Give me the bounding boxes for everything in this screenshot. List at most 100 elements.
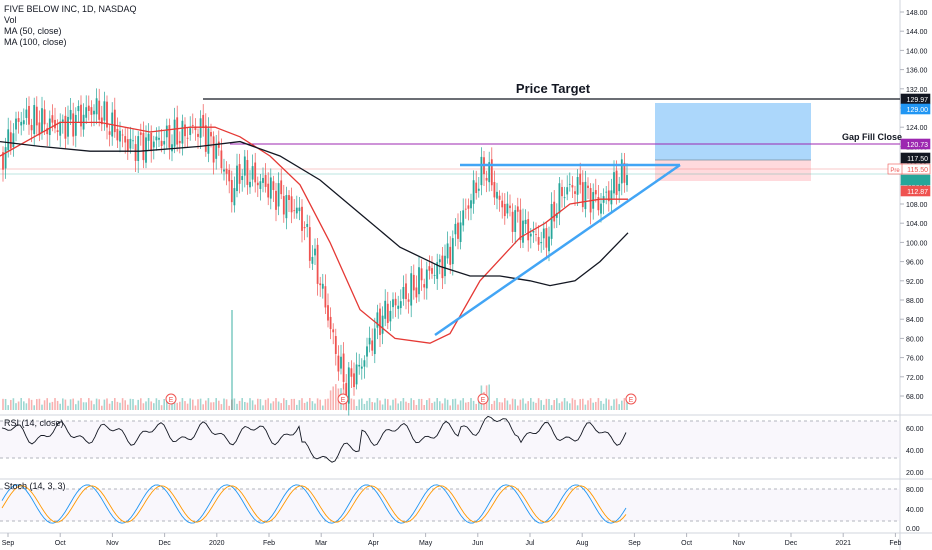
time-tick-label: Dec [158,540,171,547]
stoch-d-line[interactable] [1,485,627,523]
rsi-legend[interactable]: RSI (14, close) [4,418,64,428]
volume-bars [2,310,628,410]
candle-body [626,175,628,186]
volume-bar [17,401,20,410]
candle-body [321,283,324,289]
stoch-k-line[interactable] [1,484,627,524]
candle-body [225,168,228,174]
candle-body [249,181,251,188]
candle-body [20,121,23,126]
candle-body [223,169,225,172]
volume-bar [553,399,555,410]
volume-bar [363,403,366,410]
price-tag-label: 117.50 [907,156,928,163]
candle-body [129,138,132,149]
rsi-pane[interactable] [0,418,900,476]
price-pane[interactable] [0,0,900,412]
volume-bar [498,402,501,410]
volume-bar [436,398,438,410]
price-tag [900,174,931,186]
candle-body [597,196,600,211]
volume-bar [376,398,379,410]
candle-body [314,248,316,256]
candle-body [542,228,545,239]
candle-body [134,144,137,161]
earnings-marker[interactable]: E [165,393,177,405]
volume-bar [15,403,17,410]
rsi-tick-label: 40.00 [906,448,924,455]
volume-bar [270,403,272,410]
candle-body [51,115,54,123]
volume-bar [288,405,290,410]
volume-bar [298,400,301,410]
volume-bar [103,399,106,410]
candle-body [204,125,207,152]
ma100-legend[interactable]: MA (100, close) [4,37,67,47]
candle-body [475,182,478,194]
volume-bar [275,398,277,410]
candle-body [173,119,176,147]
candle-body [438,259,441,263]
triangle-support-line[interactable] [434,163,681,337]
stop-loss-zone[interactable] [655,160,811,181]
candle-body [113,109,116,133]
volume-bar [444,398,446,410]
stoch-legend[interactable]: Stoch (14, 3, 3) [4,481,66,491]
price-tag-label: 129.00 [907,107,929,114]
rsi-axis[interactable]: 60.00 40.00 20.00 [906,426,924,477]
volume-bar [181,398,184,410]
earnings-marker[interactable]: E [337,393,349,405]
volume-bar [454,398,457,410]
volume-legend[interactable]: Vol [4,15,17,25]
time-axis[interactable]: Sep Oct Nov Dec 2020 Feb Mar Apr May Jun Jul Aug Sep… [2,533,902,547]
volume-bar [608,399,610,410]
price-tick-label: 104.00 [906,221,928,228]
volume-bar [33,405,35,410]
svg-text:E: E [341,397,346,404]
volume-bar [38,398,41,410]
stoch-axis[interactable]: 80.00 40.00 0.00 [906,487,924,533]
candle-body [576,177,579,195]
volume-bar [379,400,381,410]
volume-bar [452,399,454,410]
volume-bar [176,402,178,410]
volume-bar [205,400,207,410]
ma50-legend[interactable]: MA (50, close) [4,26,62,36]
volume-bar [80,398,82,410]
candle-body [210,132,212,137]
candle-body [95,98,98,115]
volume-bar [236,403,238,410]
volume-bar [475,403,477,410]
candle-body [607,190,610,202]
symbol-title[interactable]: FIVE BELOW INC, 1D, NASDAQ [4,4,137,14]
volume-bar [431,403,433,410]
rsi-line[interactable] [1,415,627,463]
ma50-line[interactable] [0,121,628,344]
take-profit-zone[interactable] [655,103,811,160]
candle-body [509,205,511,209]
volume-bar [41,404,43,410]
volume-bar [25,403,28,410]
ma100-line[interactable] [0,140,629,287]
price-axis[interactable]: 148.00144.00140.00136.00132.00128.00124.… [900,10,928,401]
candle-body [360,366,363,369]
volume-bar [517,405,519,410]
volume-bar [132,399,134,410]
time-tick-label: Jun [472,540,483,547]
volume-bar [56,400,59,410]
stoch-tick-label: 80.00 [906,487,924,494]
volume-bar [353,399,355,410]
candle-body [72,113,75,137]
earnings-marker[interactable]: E [625,393,637,405]
earnings-marker[interactable]: E [477,393,489,405]
volume-bar [54,398,56,410]
volume-bar [82,402,85,410]
candle-body [415,287,418,298]
volume-bar [524,403,527,410]
volume-bar [418,398,420,410]
volume-bar [602,403,605,410]
volume-bar [90,400,93,410]
candle-body [355,364,358,385]
candle-body [9,132,12,149]
